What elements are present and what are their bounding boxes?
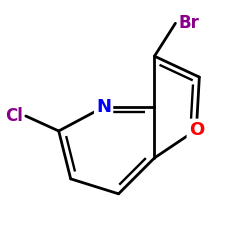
Text: O: O xyxy=(189,121,204,139)
Text: Cl: Cl xyxy=(5,107,23,125)
Text: Br: Br xyxy=(178,14,199,32)
Text: N: N xyxy=(96,98,111,116)
